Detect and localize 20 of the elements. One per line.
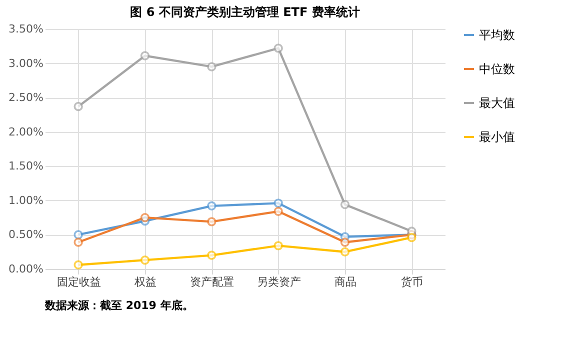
- x-tick-label: 资产配置: [190, 276, 234, 288]
- x-tick-label: 货币: [401, 276, 424, 288]
- chart-title: 图 6 不同资产类别主动管理 ETF 费率统计: [130, 5, 360, 19]
- x-tick-label: 固定收益: [56, 276, 101, 288]
- y-tick-label: 1.50%: [8, 160, 44, 173]
- x-tick-label: 另类资产: [256, 276, 301, 288]
- y-tick-label: 0.00%: [8, 262, 44, 276]
- legend-label: 最小值: [479, 130, 515, 144]
- legend-label: 中位数: [479, 62, 515, 76]
- x-tick-label: 商品: [334, 276, 356, 288]
- legend-label: 平均数: [479, 28, 515, 42]
- y-tick-label: 1.00%: [8, 194, 44, 207]
- x-tick-label: 权益: [134, 276, 156, 288]
- legend-label: 最大值: [479, 96, 515, 110]
- source-note: 数据来源：截至 2019 年底。: [44, 299, 194, 312]
- y-tick-label: 0.50%: [8, 228, 44, 242]
- y-tick-label: 3.00%: [8, 56, 44, 70]
- y-tick-label: 2.00%: [8, 125, 44, 138]
- y-tick-label: 2.50%: [8, 91, 44, 104]
- y-tick-label: 3.50%: [8, 22, 44, 36]
